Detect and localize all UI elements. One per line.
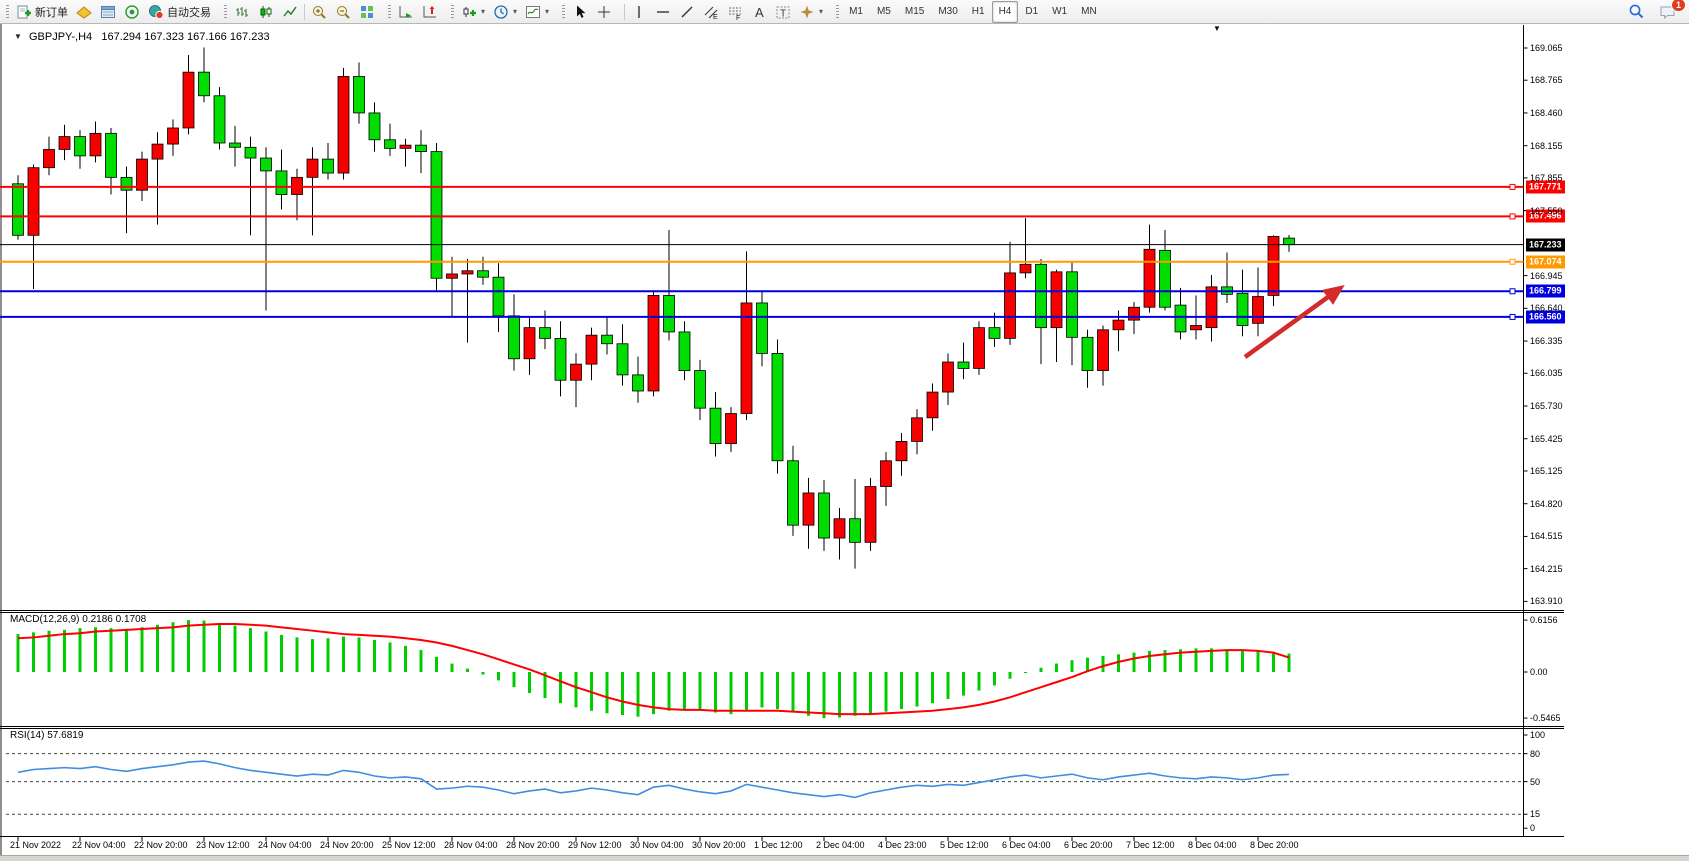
panel-frames (0, 25, 1564, 837)
profiles-icon (76, 4, 92, 20)
arrows-button[interactable]: ▾ (795, 1, 827, 23)
new-order-icon (16, 4, 32, 20)
toolbar-group-new: ▾ ▾ ▾ (445, 1, 556, 23)
horizontal-line-button[interactable] (651, 1, 675, 23)
search-button[interactable] (1624, 1, 1649, 23)
hline-167.771[interactable] (0, 183, 1524, 190)
timeframe-h1[interactable]: H1 (971, 5, 985, 17)
text-button[interactable]: A (747, 1, 771, 23)
timeframe-h4[interactable]: H4 (991, 0, 1019, 23)
macd-signal-line (17, 622, 1290, 716)
svg-text:F: F (736, 15, 740, 20)
period-button[interactable]: ▾ (489, 1, 521, 23)
fibonacci-button[interactable]: F (723, 1, 747, 23)
rsi-levels (6, 753, 1524, 815)
crosshair-button[interactable] (592, 1, 616, 23)
text-label-button[interactable]: T (771, 1, 795, 23)
chart-shift-button[interactable] (418, 1, 442, 23)
timeframe-m30[interactable]: M30 (938, 5, 958, 17)
notification-badge: 1 (1670, 0, 1686, 12)
toolbar: 新订单 自动交易 (0, 0, 1689, 24)
line-chart-button[interactable] (278, 1, 302, 23)
autotrading-label: 自动交易 (167, 6, 211, 19)
trendline-button[interactable] (675, 1, 699, 23)
autotrading-button[interactable]: 自动交易 (144, 1, 215, 23)
strategy-tester-button[interactable] (120, 1, 144, 23)
vertical-line-button[interactable] (627, 1, 651, 23)
new-order-button[interactable]: 新订单 (12, 1, 72, 23)
toolbar-group-cursor (556, 1, 619, 23)
price-axis (1523, 47, 1528, 829)
notifications-button[interactable]: 1 (1655, 0, 1686, 23)
window-bottom-edge (0, 855, 1689, 861)
autotrading-icon (148, 4, 164, 20)
timeframe-m15[interactable]: M15 (904, 5, 925, 17)
equidistant-channel-button[interactable]: E (699, 1, 723, 23)
timeframe-m5[interactable]: M5 (876, 5, 891, 17)
svg-text:A: A (755, 5, 764, 20)
toolbar-group-standard: 新订单 自动交易 (0, 1, 218, 23)
trend-arrow-annotation[interactable] (1243, 284, 1345, 359)
indicators-button[interactable]: ▾ (521, 1, 553, 23)
timeframe-m1[interactable]: M1 (849, 5, 863, 17)
svg-text:T: T (780, 8, 786, 19)
broadcast-icon (124, 4, 140, 20)
hline-167.496[interactable] (0, 213, 1524, 220)
hline-166.560[interactable] (0, 313, 1524, 320)
cursor-button[interactable] (568, 1, 592, 23)
time-axis (17, 836, 1259, 841)
bar-chart-button[interactable] (230, 1, 254, 23)
macd-histogram (16, 620, 1291, 719)
toolbar-group-timeframes: M1 M5 M15 M30 H1 H4 D1 W1 MN (830, 0, 1107, 23)
market-watch-icon (100, 4, 116, 20)
zoom-in-button[interactable] (307, 1, 331, 23)
timeframe-w1[interactable]: W1 (1052, 5, 1068, 17)
svg-text:E: E (713, 14, 718, 20)
hline-166.799[interactable] (0, 288, 1524, 295)
candlestick-series (12, 47, 1295, 569)
zoom-out-button[interactable] (331, 1, 355, 23)
candlestick-chart-button[interactable] (254, 1, 278, 23)
toolbar-group-charttype (218, 1, 382, 23)
rsi-line (17, 760, 1290, 799)
new-chart-button[interactable]: ▾ (457, 1, 489, 23)
toolbar-group-scroll (382, 1, 445, 23)
tile-windows-button[interactable] (355, 1, 379, 23)
hline-167.074[interactable] (0, 258, 1524, 265)
profiles-button[interactable] (72, 1, 96, 23)
new-order-label: 新订单 (35, 6, 68, 19)
timeframe-d1[interactable]: D1 (1025, 5, 1039, 17)
auto-scroll-button[interactable] (394, 1, 418, 23)
timeframe-mn[interactable]: MN (1081, 5, 1097, 17)
toolbar-right: 1 (1624, 0, 1689, 23)
market-watch-button[interactable] (96, 1, 120, 23)
toolbar-group-objects: E F A T ▾ (619, 1, 830, 23)
